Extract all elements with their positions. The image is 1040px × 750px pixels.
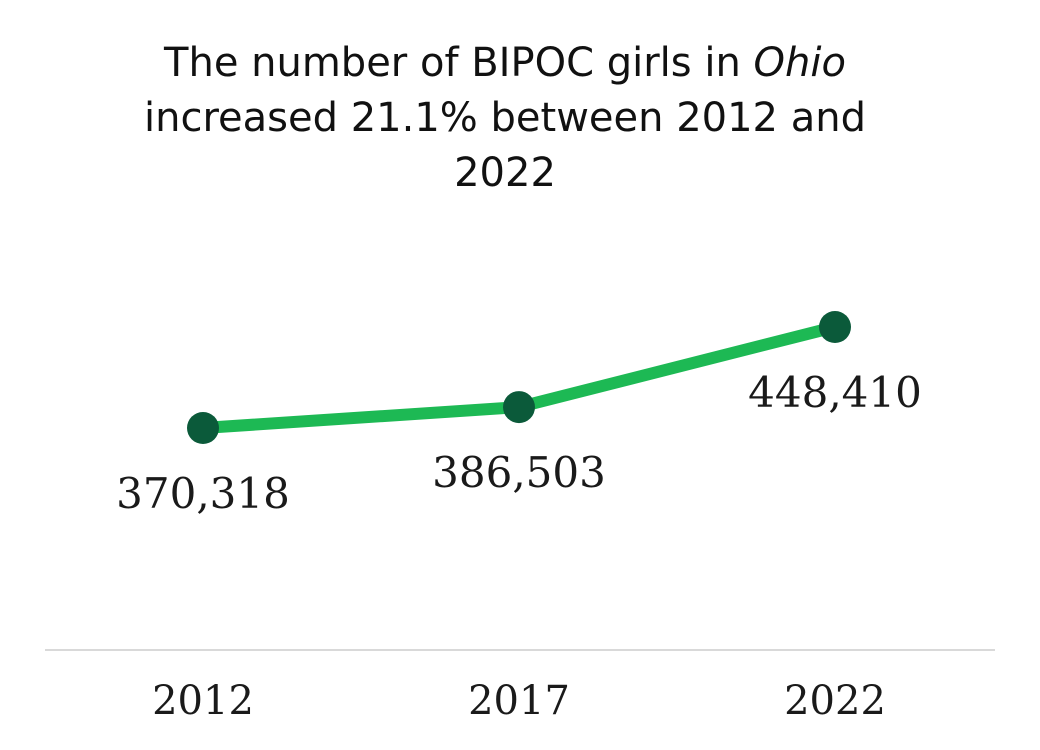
chart-title-part-2: increased 21.1% between 2012 and 2022	[144, 95, 866, 196]
data-label-2012: 370,318	[116, 469, 290, 518]
x-tick-label-2017: 2017	[468, 678, 570, 724]
x-axis-ticks: 2012 2017 2022	[152, 678, 886, 724]
data-label-2017: 386,503	[432, 448, 606, 497]
data-points	[187, 311, 851, 444]
data-point-2022	[819, 311, 851, 343]
chart-title: The number of BIPOC girls in Ohio increa…	[100, 36, 910, 201]
data-point-2012	[187, 412, 219, 444]
data-label-2022: 448,410	[748, 368, 922, 417]
data-point-2017	[503, 391, 535, 424]
x-tick-label-2022: 2022	[784, 678, 886, 724]
x-tick-label-2012: 2012	[152, 678, 254, 724]
data-labels: 370,318 386,503 448,410	[116, 368, 922, 518]
chart-title-state: Ohio	[753, 40, 846, 86]
chart-title-part-1: The number of BIPOC girls in	[164, 40, 754, 86]
